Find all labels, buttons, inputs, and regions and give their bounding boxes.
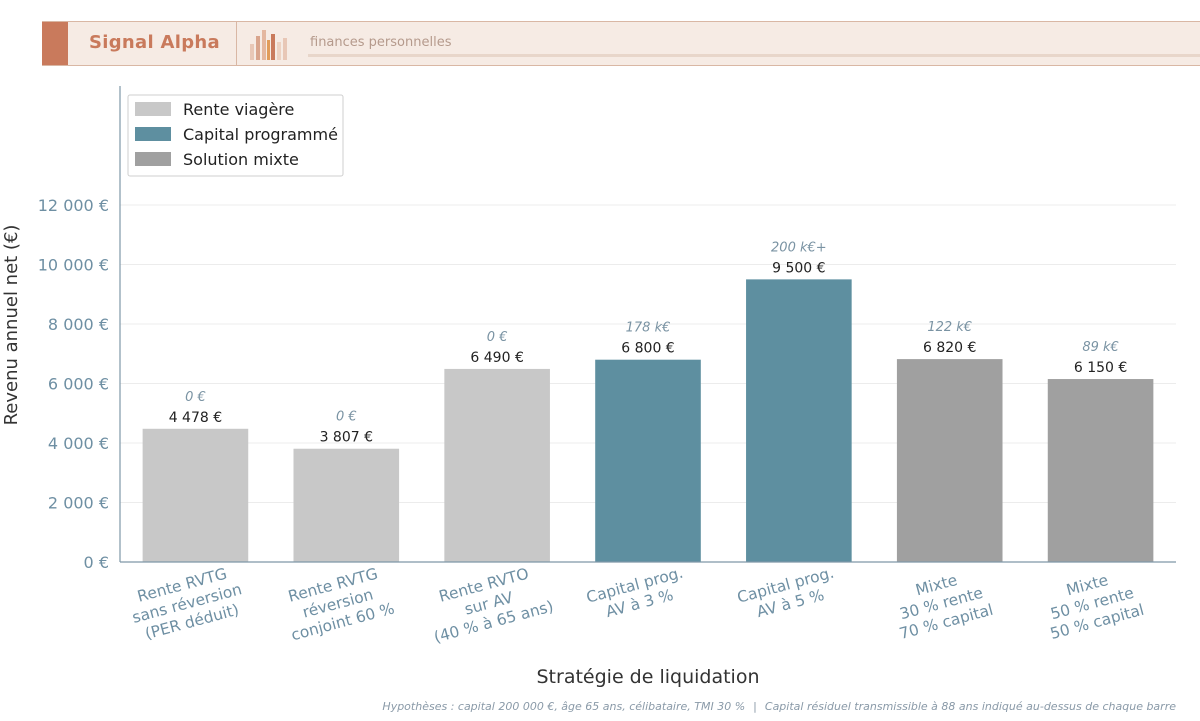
footnote-residual-capital: Capital résiduel transmissible à 88 ans … bbox=[764, 700, 1176, 713]
y-tick-label: 6 000 € bbox=[48, 375, 109, 394]
footnote: Hypothèses : capital 200 000 €, âge 65 a… bbox=[382, 700, 1176, 713]
bar bbox=[896, 359, 1003, 562]
x-tick-label: Capital prog.AV à 3 % bbox=[584, 564, 690, 625]
bar-chart: 4 478 € 0 € 3 807 € 0 € 6 490 € 0 € 6 800 € 178… bbox=[1, 86, 1176, 688]
axes bbox=[119, 86, 1176, 563]
legend-swatch bbox=[135, 127, 171, 141]
residual-capital-annotation: 0 € bbox=[185, 390, 206, 405]
legend-box bbox=[127, 94, 344, 177]
legend-swatch bbox=[135, 152, 171, 166]
x-tick-label: Rente RVTGsans réversion(PER déduit) bbox=[125, 562, 248, 645]
bars bbox=[142, 279, 1154, 562]
x-tick-label: Capital prog.AV à 5 % bbox=[735, 564, 841, 625]
footnote-hypotheses: Hypothèses : capital 200 000 €, âge 65 a… bbox=[382, 700, 746, 713]
residual-capital-annotation: 122 k€ bbox=[927, 320, 972, 335]
bar bbox=[293, 448, 400, 562]
residual-capital-annotation: 178 k€ bbox=[626, 321, 671, 336]
y-tick-label: 12 000 € bbox=[38, 196, 109, 215]
x-tick-label: Rente RVTGréversionconjoint 60 % bbox=[279, 563, 396, 645]
y-tick-label: 10 000 € bbox=[38, 256, 109, 275]
header-divider bbox=[236, 22, 237, 65]
residual-capital-annotation: 0 € bbox=[487, 330, 508, 345]
legend-label: Solution mixte bbox=[183, 150, 299, 169]
bar-value-label: 4 478 € bbox=[169, 410, 222, 426]
brand-name[interactable]: Signal Alpha bbox=[89, 32, 220, 53]
bar bbox=[595, 359, 701, 562]
bar-value-label: 3 807 € bbox=[320, 430, 373, 446]
legend-label: Capital programmé bbox=[183, 125, 338, 144]
bar bbox=[142, 428, 249, 562]
tagline-rule bbox=[308, 54, 1200, 57]
bar-value-label: 9 500 € bbox=[772, 260, 825, 276]
y-tick-label: 0 € bbox=[84, 553, 109, 572]
bar bbox=[746, 279, 852, 562]
bar-value-label: 6 490 € bbox=[470, 350, 523, 366]
bar-value-label: 6 150 € bbox=[1074, 360, 1127, 376]
brand-swatch bbox=[42, 22, 68, 65]
header-bar: Signal Alpha finances personnelles bbox=[42, 21, 1200, 66]
bar bbox=[1047, 379, 1154, 562]
y-tick-label: 8 000 € bbox=[48, 315, 109, 334]
residual-capital-annotation: 200 k€+ bbox=[771, 240, 827, 255]
tagline: finances personnelles bbox=[310, 35, 452, 50]
y-tick-label: 2 000 € bbox=[48, 494, 109, 513]
legend: Rente viagère Capital programmé Solution m… bbox=[127, 94, 344, 177]
y-tick-labels: 0 € 2 000 € 4 000 € 6 000 € 8 000 € 10 000 € 1… bbox=[38, 196, 109, 572]
residual-capital-annotation: 0 € bbox=[336, 410, 357, 425]
bar-chart-logo-icon bbox=[250, 30, 287, 60]
x-tick-labels: Rente RVTGsans réversion(PER déduit) Rent… bbox=[125, 561, 1146, 647]
bar-value-label: 6 820 € bbox=[923, 340, 976, 356]
bar-value-label: 6 800 € bbox=[621, 341, 674, 357]
x-tick-label: Mixte50 % rente50 % capital bbox=[1038, 564, 1146, 643]
legend-swatch bbox=[135, 102, 171, 116]
bar bbox=[444, 368, 550, 562]
residual-capital-annotation: 89 k€ bbox=[1082, 340, 1118, 355]
x-axis-label: Stratégie de liquidation bbox=[537, 666, 760, 688]
x-tick-label: Rente RVTOsur AV(40 % à 65 ans) bbox=[422, 561, 555, 647]
x-tick-label: Mixte30 % rente70 % capital bbox=[888, 564, 996, 643]
legend-label: Rente viagère bbox=[183, 100, 294, 119]
y-axis-label: Revenu annuel net (€) bbox=[1, 225, 22, 426]
y-tick-label: 4 000 € bbox=[48, 434, 109, 453]
bar-labels: 4 478 € 0 € 3 807 € 0 € 6 490 € 0 € 6 800 € 178… bbox=[169, 240, 1128, 445]
footnote-separator: | bbox=[753, 700, 757, 713]
